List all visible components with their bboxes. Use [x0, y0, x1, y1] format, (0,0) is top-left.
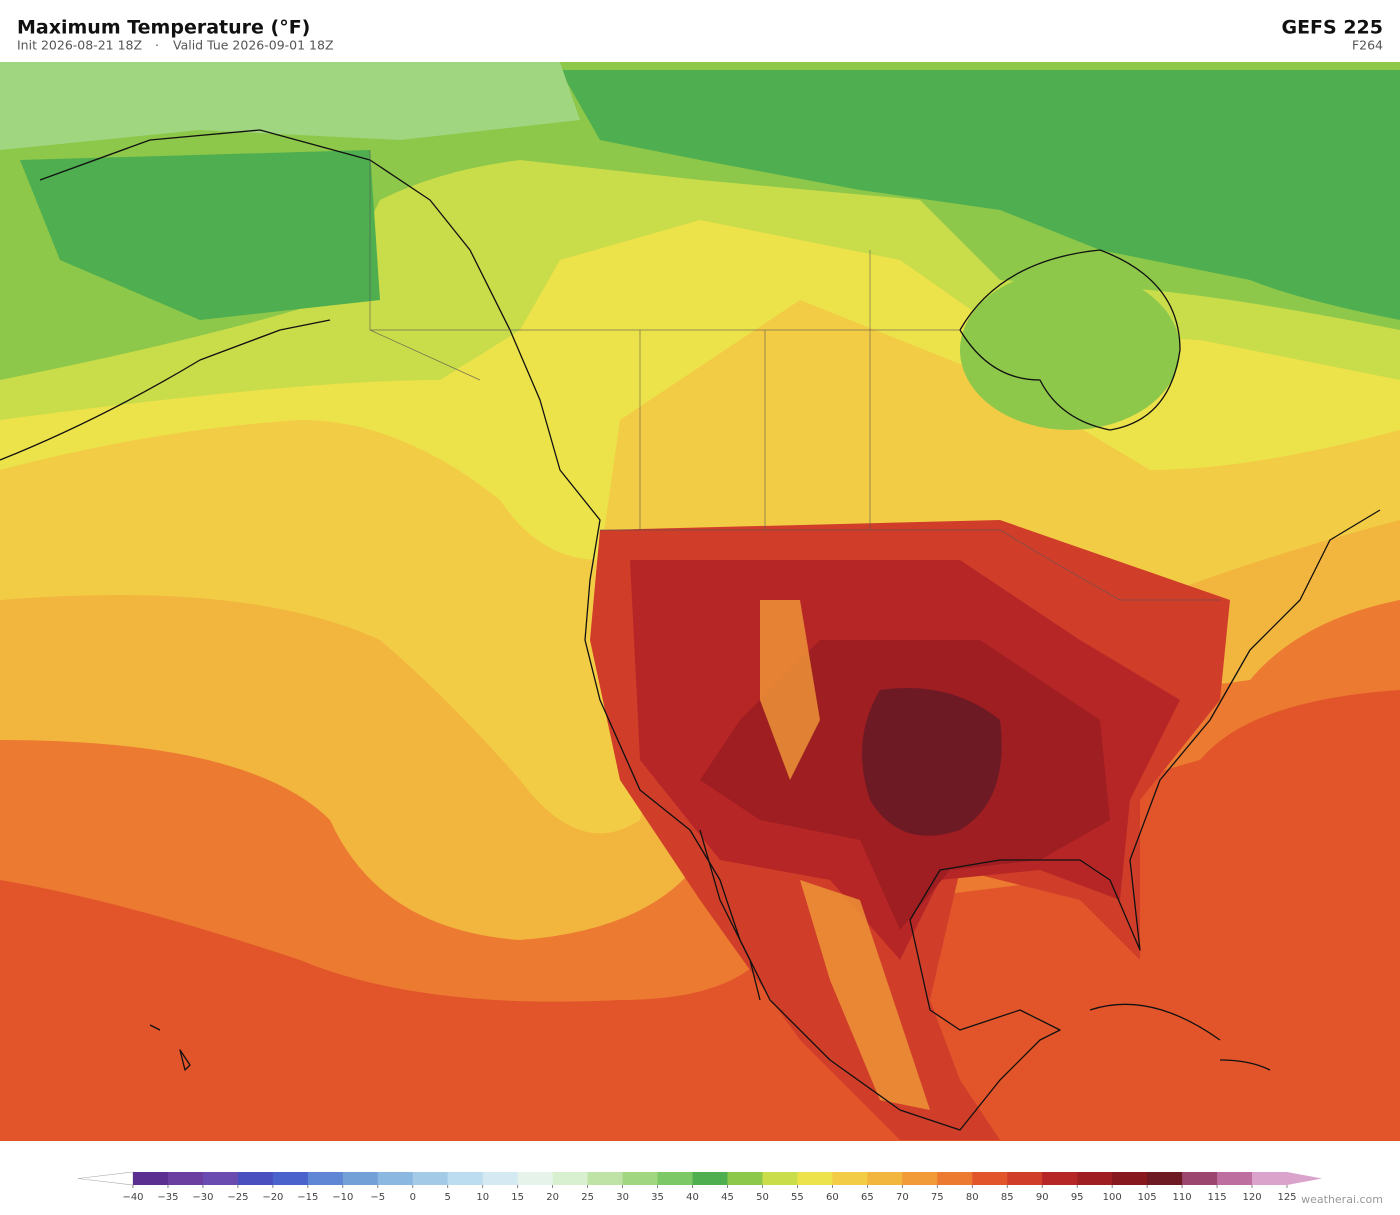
- coastline: [149, 1024, 191, 1071]
- colorbar-bin: [1077, 1172, 1113, 1185]
- colorbar-tick-label: −25: [227, 1192, 248, 1203]
- colorbar-tick-label: 125: [1277, 1192, 1296, 1203]
- colorbar-bin: [167, 1172, 204, 1185]
- colorbar-tick-label: 0: [410, 1192, 416, 1203]
- colorbar-bin: [867, 1172, 903, 1185]
- colorbar-bin: [972, 1172, 1008, 1185]
- colorbar-tick-label: 80: [966, 1192, 979, 1203]
- colorbar-tick-label: 75: [931, 1192, 944, 1203]
- colorbar-bin: [517, 1172, 554, 1185]
- colorbar-tick-label: 100: [1103, 1192, 1122, 1203]
- colorbar-bin: [1112, 1172, 1148, 1185]
- colorbar-bin: [272, 1172, 309, 1185]
- colorbar-bin: [342, 1172, 379, 1185]
- colorbar-bin: [832, 1172, 868, 1185]
- colorbar-tick-label: 15: [511, 1192, 524, 1203]
- model-label: GEFS 225: [1281, 17, 1383, 39]
- colorbar-bin: [482, 1172, 519, 1185]
- colorbar-tick-label: 20: [546, 1192, 559, 1203]
- colorbar-tick-label: 115: [1208, 1192, 1227, 1203]
- coastline: [0, 319, 331, 461]
- colorbar-bin: [727, 1172, 763, 1185]
- colorbar-tick-label: 10: [476, 1192, 489, 1203]
- credit: weatherai.com: [1301, 1193, 1383, 1206]
- field-band: [0, 62, 580, 150]
- colorbar-bin: [307, 1172, 344, 1185]
- colorbar-bin: [1147, 1172, 1183, 1185]
- field-band: [862, 688, 1002, 836]
- field-band: [20, 70, 1400, 320]
- colorbar-tick-label: 45: [721, 1192, 734, 1203]
- colorbar-bin: [797, 1172, 833, 1185]
- colorbar: −40 −35 −30 −25 −20 −15 −10 −5 0 5 10 15 20 25 30 35 40 4…: [77, 1171, 1322, 1203]
- colorbar-tick-label: 70: [896, 1192, 909, 1203]
- init-time: Init 2026-08-21 18Z: [17, 38, 142, 53]
- colorbar-bin: [377, 1172, 414, 1185]
- colorbar-tick-label: 5: [445, 1192, 451, 1203]
- colorbar-tick-label: 105: [1138, 1192, 1157, 1203]
- colorbar-tick-label: 60: [826, 1192, 839, 1203]
- colorbar-tick-label: 85: [1001, 1192, 1014, 1203]
- border: [369, 150, 1220, 601]
- colorbar-bin: [202, 1172, 239, 1185]
- field-band: [760, 600, 930, 1110]
- title: Maximum Temperature (°F): [17, 17, 310, 39]
- colorbar-extend-low: [77, 1171, 134, 1186]
- colorbar-tick-label: 40: [686, 1192, 699, 1203]
- coastline: [959, 249, 1181, 431]
- colorbar-tick-label: 50: [756, 1192, 769, 1203]
- map: [0, 62, 1400, 1141]
- colorbar-tick-label: −5: [370, 1192, 385, 1203]
- coastline: [699, 829, 761, 1001]
- colorbar-bin: [692, 1172, 728, 1185]
- colorbar-bin: [622, 1172, 659, 1185]
- colorbar-bin: [447, 1172, 484, 1185]
- colorbar-tick-label: 25: [581, 1192, 594, 1203]
- colorbar-tick-label: −30: [192, 1192, 213, 1203]
- colorbar-tick-label: 110: [1173, 1192, 1192, 1203]
- colorbar-bin: [552, 1172, 589, 1185]
- colorbar-bin: [1252, 1172, 1288, 1185]
- forecast-hour: F264: [1352, 38, 1383, 53]
- colorbar-bin: [133, 1172, 169, 1185]
- colorbar-tick-label: 120: [1242, 1192, 1261, 1203]
- separator: ·: [155, 38, 159, 53]
- colorbar-tick-label: 55: [791, 1192, 804, 1203]
- colorbar-bin: [1042, 1172, 1078, 1185]
- colorbar-bin: [1007, 1172, 1043, 1185]
- colorbar-bin: [1217, 1172, 1253, 1185]
- colorbar-bin: [587, 1172, 624, 1185]
- colorbar-bin: [937, 1172, 973, 1185]
- colorbar-bin: [237, 1172, 274, 1185]
- colorbar-tick-label: 90: [1036, 1192, 1049, 1203]
- colorbar-tick-label: −10: [332, 1192, 353, 1203]
- colorbar-tick-label: 30: [616, 1192, 629, 1203]
- coastline: [39, 129, 1381, 1131]
- colorbar-bin: [902, 1172, 938, 1185]
- hudson-bay: [960, 270, 1180, 430]
- colorbar-bin: [762, 1172, 798, 1185]
- colorbar-tick-label: −15: [297, 1192, 318, 1203]
- colorbar-bin: [1182, 1172, 1218, 1185]
- colorbar-extend-high: [1287, 1172, 1322, 1185]
- colorbar-tick-label: −35: [157, 1192, 178, 1203]
- colorbar-tick-label: 95: [1071, 1192, 1084, 1203]
- colorbar-bin: [412, 1172, 449, 1185]
- colorbar-tick-label: −40: [122, 1192, 143, 1203]
- colorbar-tick-label: 35: [651, 1192, 664, 1203]
- valid-time: Valid Tue 2026-09-01 18Z: [173, 38, 334, 53]
- colorbar-tick-label: −20: [262, 1192, 283, 1203]
- colorbar-bin: [657, 1172, 694, 1185]
- colorbar-tick-label: 65: [861, 1192, 874, 1203]
- coastline: [1089, 1003, 1271, 1071]
